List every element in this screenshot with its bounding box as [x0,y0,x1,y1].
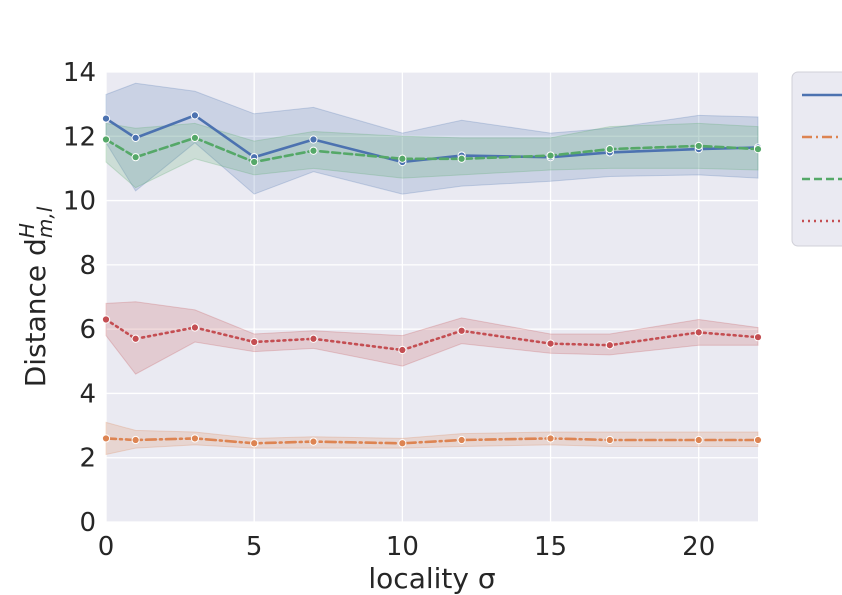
series-2-point [398,439,407,448]
series-2-band [105,421,759,456]
legend-entries [802,93,842,223]
series-1-point [101,114,111,123]
series-3-point [101,135,111,144]
series-3-point [250,157,259,167]
series-3-point [398,154,407,163]
series-4-band [105,301,759,375]
series-4-point [753,333,763,342]
series-1-point [309,135,318,144]
series-markers [101,111,763,448]
series-3-band [105,122,759,189]
x-axis-label: locality σ [368,562,495,595]
series-1-band [105,82,759,195]
y-tick-label: 0 [79,508,96,538]
series-4-point [605,341,614,350]
series-2-point [605,435,614,445]
series-2-point [694,435,703,445]
y-tick-label: 6 [79,315,96,345]
series-1-point [131,133,140,142]
legend-box [791,71,842,247]
series-3-point [131,153,140,162]
y-axis-label: Distance dHm,l [15,206,57,387]
y-tick-label: 4 [79,379,96,409]
y-axis-label-superscript: H [15,223,39,238]
series-4-point [250,337,259,347]
y-tick-label: 8 [79,251,96,281]
series-4-point [457,326,466,335]
series-3-point [753,145,763,154]
x-tick-label: 20 [682,532,715,562]
series-2-point [250,439,259,448]
series-4-point [190,323,200,332]
x-tick-label: 15 [534,532,567,562]
series-4-point [398,345,407,355]
series-4-point [309,334,318,343]
series-3-point [605,145,614,154]
series-4-point [131,334,140,343]
series-1-point [190,111,200,120]
series-3-point [694,141,703,151]
y-tick-label: 12 [63,122,96,152]
series-3-line [104,136,760,164]
y-axis-label-subscript: m,l [33,206,57,238]
series-2-point [101,434,111,443]
series-4-point [546,339,555,348]
series-3-point [546,151,555,160]
grid-lines [105,71,758,523]
legend [791,71,842,247]
y-axis-label-text: Distance d [19,238,52,387]
series-3-point [190,133,200,142]
x-tick-label: 5 [246,532,263,562]
series-4-point [101,315,111,324]
series-2-point [457,435,466,445]
series-2-point [309,437,318,446]
y-tick-label: 14 [63,58,96,88]
x-tick-label: 0 [98,532,115,562]
series-2-point [753,435,763,445]
x-tick-label: 10 [386,532,419,562]
series-3-point [309,146,318,155]
series-2-point [190,434,200,443]
series-3-point [457,154,466,163]
series-2-point [546,434,555,443]
series-4-point [694,328,703,337]
confidence-bands [105,82,759,456]
tick-labels: 0 5 10 15 20 0 2 4 6 8 10 12 14 [63,58,715,562]
series-2-point [131,435,140,445]
y-tick-label: 2 [79,444,96,474]
y-tick-label: 10 [63,187,96,217]
